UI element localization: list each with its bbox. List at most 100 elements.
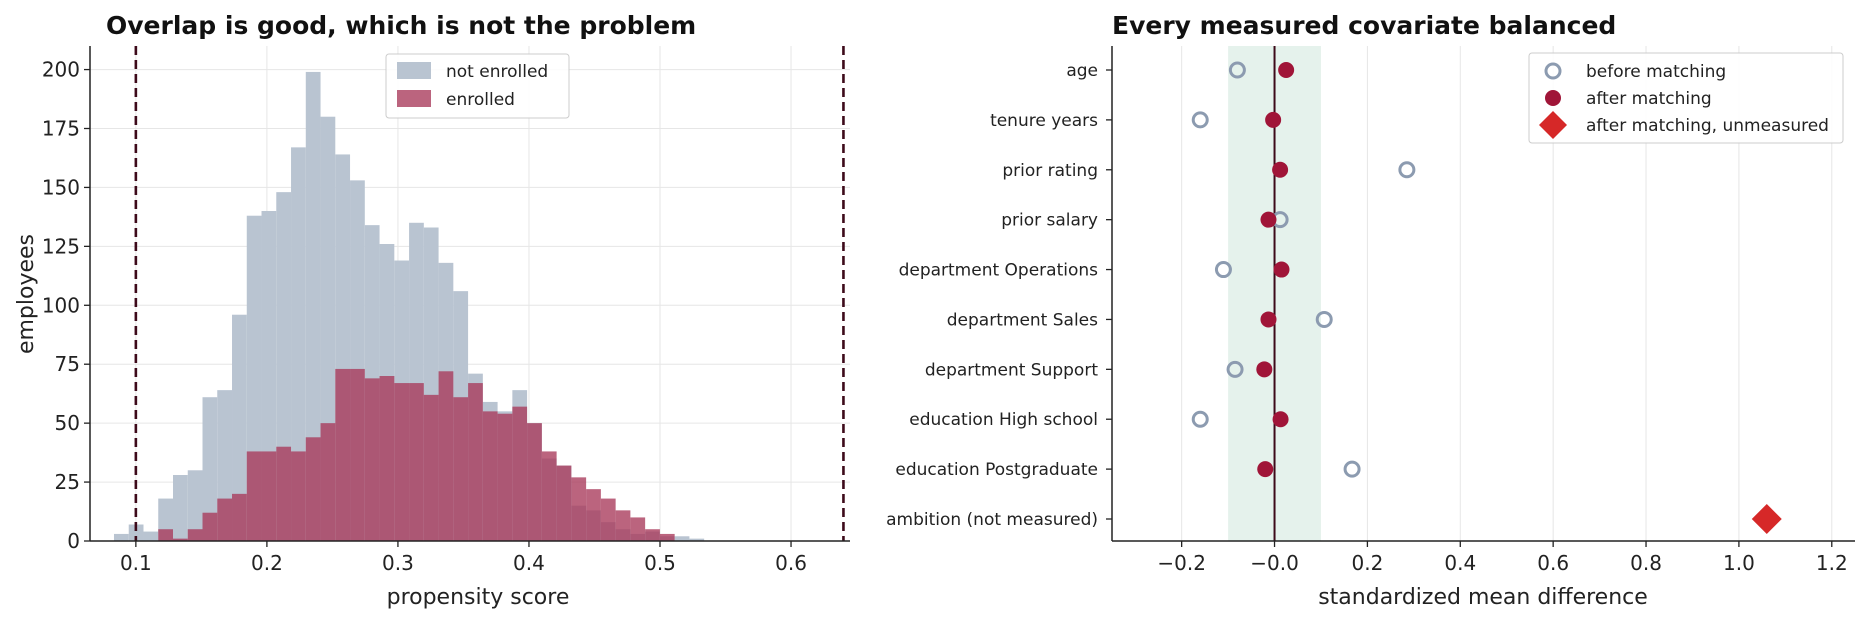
hist-x-tick-label: 0.1 (120, 551, 152, 575)
hist-bar-enrolled (364, 378, 380, 541)
balance-legend: before matching after matching after mat… (1528, 52, 1844, 144)
point-after-matching-age (1278, 62, 1295, 78)
hist-x-tick-label: 0.3 (382, 551, 414, 575)
balance-xlabel: standardized mean difference (1318, 585, 1648, 610)
legend-marker-after-matching-unmeasured (1539, 111, 1567, 139)
hist-legend: not enrolled enrolled (385, 53, 570, 119)
hist-bar-enrolled (172, 538, 188, 541)
balance-x-tick-label: −0.2 (1157, 551, 1206, 575)
point-before-matching-education-postgraduate (1343, 460, 1361, 478)
balance-x-tick-label: 0.6 (1537, 551, 1569, 575)
point-after-matching-unmeasured-ambition-not-measured (1751, 504, 1782, 534)
point-before-matching-department-support (1226, 360, 1244, 378)
hist-legend-frame (385, 53, 570, 119)
hist-y-tick-label: 175 (42, 117, 80, 141)
hist-y-tick-label: 150 (42, 175, 80, 199)
hist-bar-enrolled (202, 512, 218, 541)
hist-y-tick-label: 200 (42, 58, 80, 82)
balance-panel: Every measured covariate balanced −0.2 −0… (886, 11, 1855, 610)
legend-label-not-enrolled: not enrolled (446, 62, 548, 82)
hist-bar-enrolled (645, 529, 660, 541)
balance-x-tick-label: 0.2 (1352, 551, 1384, 575)
hist-bar-not-enrolled (305, 71, 321, 541)
category-label-department-sales: department Sales (947, 310, 1098, 330)
hist-bar-not-enrolled (232, 314, 247, 541)
hist-bar-not-enrolled (291, 147, 306, 541)
hist-bar-enrolled (497, 413, 513, 541)
hist-y-tick-label: 125 (42, 234, 80, 258)
hist-reference-lines (134, 46, 845, 541)
hist-bar-enrolled (158, 529, 173, 541)
hist-bar-enrolled (527, 423, 542, 541)
hist-bar-not-enrolled (202, 397, 218, 541)
point-after-matching-prior-salary (1260, 211, 1277, 228)
category-label-tenure-years: tenure years (990, 111, 1098, 131)
hist-y-tick-label: 50 (55, 411, 80, 435)
balance-ticks: −0.2 −0.0 0.2 0.4 0.6 0.8 1.0 1.2 (1157, 541, 1848, 575)
hist-bar-enrolled (187, 529, 203, 541)
point-after-matching-department-sales (1260, 311, 1277, 328)
hist-bar-enrolled (586, 489, 601, 541)
legend-marker-after-matching (1545, 90, 1561, 106)
hist-bar-not-enrolled (689, 538, 705, 541)
hist-x-tick-label: 0.5 (644, 551, 676, 575)
legend-label-before-matching: before matching (1586, 62, 1726, 82)
hist-bar-not-enrolled (172, 475, 188, 541)
hist-bar-enrolled (350, 368, 365, 541)
legend-swatch-not-enrolled (397, 62, 431, 79)
hist-bar-enrolled (232, 493, 247, 541)
hist-bar-not-enrolled (187, 470, 203, 541)
hist-bars (113, 71, 705, 542)
category-label-department-operations: department Operations (899, 261, 1099, 281)
legend-swatch-enrolled (397, 90, 431, 107)
category-label-education-postgraduate: education Postgraduate (895, 460, 1098, 480)
hist-bar-enrolled (409, 383, 424, 541)
hist-y-tick-label: 0 (67, 529, 80, 553)
hist-bar-enrolled (453, 397, 469, 541)
hist-bar-enrolled (261, 451, 277, 541)
hist-x-tick-label: 0.6 (775, 551, 807, 575)
hist-bar-enrolled (320, 423, 336, 541)
hist-bar-enrolled (291, 451, 306, 541)
point-after-matching-education-postgraduate (1257, 461, 1274, 478)
point-after-matching-department-support (1256, 361, 1273, 378)
legend-label-after-matching: after matching (1586, 89, 1712, 109)
point-after-matching-department-operations (1273, 261, 1290, 278)
hist-bar-enrolled (630, 517, 646, 541)
hist-bar-enrolled (276, 446, 292, 541)
balance-x-tick-label: 1.0 (1723, 551, 1755, 575)
hist-bar-not-enrolled (143, 531, 159, 541)
balance-title: Every measured covariate balanced (1112, 11, 1616, 40)
legend-label-enrolled: enrolled (446, 90, 515, 110)
hist-y-tick-label: 75 (55, 352, 80, 376)
point-before-matching-education-high-school (1191, 410, 1209, 428)
balance-x-tick-label: 0.4 (1444, 551, 1476, 575)
balance-x-tick-label: −0.0 (1250, 551, 1299, 575)
category-label-department-support: department Support (925, 360, 1099, 380)
hist-bar-enrolled (394, 383, 410, 541)
hist-bar-enrolled (468, 383, 483, 541)
category-label-education-high-school: education High school (909, 410, 1098, 430)
hist-ylabel: employees (14, 234, 39, 354)
category-label-prior-rating: prior rating (1002, 161, 1098, 181)
hist-title: Overlap is good, which is not the proble… (106, 11, 696, 40)
histogram-panel: Overlap is good, which is not the proble… (14, 11, 850, 610)
hist-bar-enrolled (438, 371, 454, 541)
hist-grid (90, 46, 850, 542)
point-after-matching-education-high-school (1272, 411, 1289, 428)
point-before-matching-age (1228, 61, 1246, 79)
hist-xlabel: propensity score (387, 585, 570, 610)
hist-bar-enrolled (556, 465, 572, 541)
balance-x-tick-label: 0.8 (1630, 551, 1662, 575)
hist-bar-enrolled (571, 477, 587, 541)
hist-bar-enrolled (600, 498, 616, 541)
point-before-matching-department-sales (1315, 310, 1333, 328)
legend-label-after-matching-unmeasured: after matching, unmeasured (1586, 116, 1829, 136)
hist-ticks: 0.1 0.2 0.3 0.4 0.5 0.6 0 25 50 75 100 125 150 175 200 (42, 58, 807, 575)
hist-bar-enrolled (246, 451, 262, 541)
hist-y-tick-label: 100 (42, 293, 80, 317)
category-label-age: age (1066, 61, 1098, 81)
hist-bar-not-enrolled (113, 533, 129, 541)
